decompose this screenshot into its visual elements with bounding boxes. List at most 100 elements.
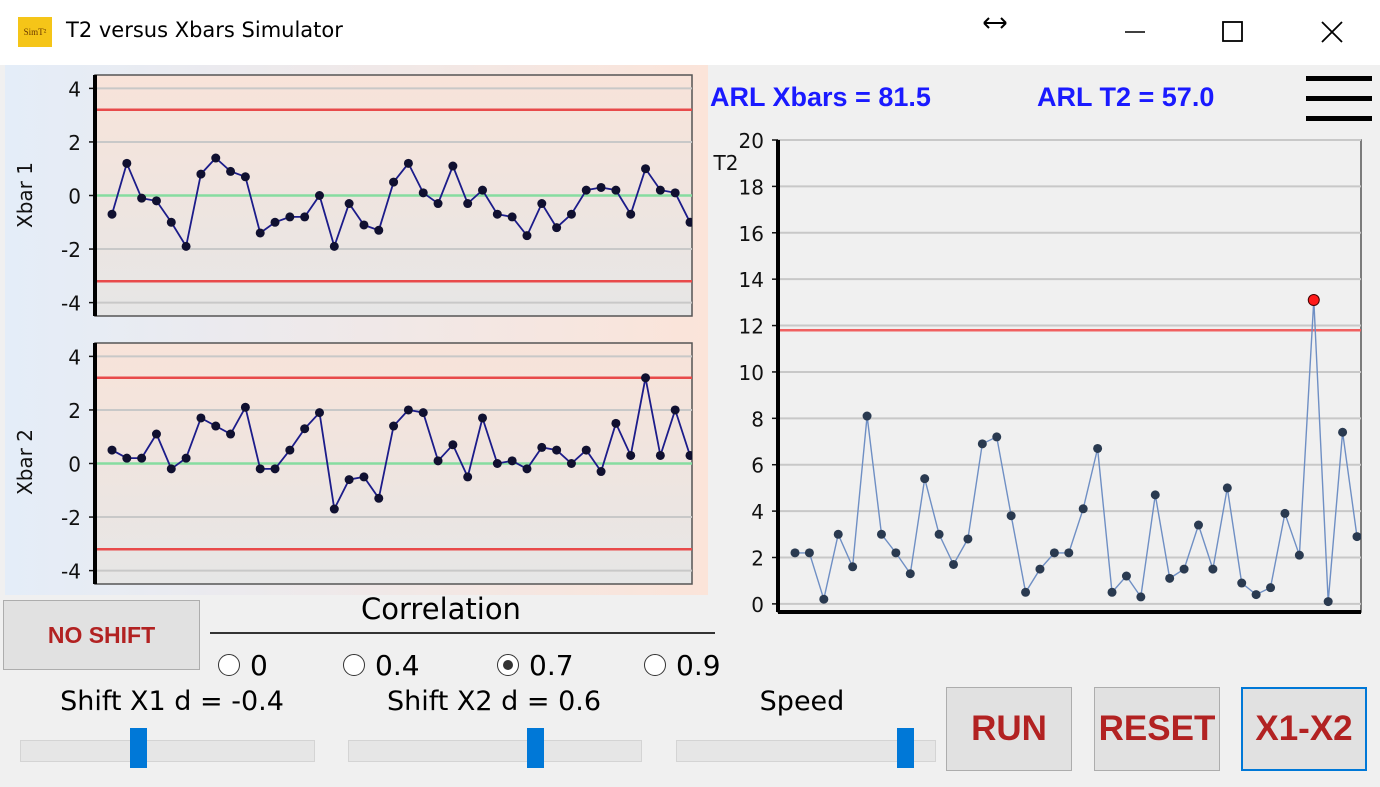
data-point <box>1021 587 1031 597</box>
data-point <box>596 182 606 192</box>
correlation-radio[interactable]: 0.9 <box>644 647 721 683</box>
data-point <box>300 212 310 222</box>
data-point <box>329 241 339 251</box>
data-point <box>566 209 576 219</box>
data-point <box>1338 427 1348 437</box>
run-button[interactable]: RUN <box>946 687 1072 771</box>
radio-dot[interactable] <box>644 654 666 676</box>
data-point <box>790 548 800 558</box>
radio-label: 0.7 <box>529 648 574 682</box>
y-tick-label: 2 <box>68 131 81 155</box>
y-tick-label: 14 <box>739 268 764 292</box>
data-point <box>463 472 473 482</box>
data-point <box>1222 483 1232 493</box>
data-point <box>211 153 221 163</box>
data-point <box>992 432 1002 442</box>
menu-icon[interactable] <box>1306 96 1372 101</box>
correlation-radio[interactable]: 0 <box>218 647 268 683</box>
data-point <box>403 158 413 168</box>
radio-label: 0.9 <box>676 648 721 682</box>
data-point <box>1294 550 1304 560</box>
data-point <box>1078 504 1088 514</box>
data-point <box>685 217 692 227</box>
data-point <box>270 464 280 474</box>
plot-area <box>777 139 1362 613</box>
data-point <box>389 421 399 431</box>
radio-dot[interactable] <box>343 654 365 676</box>
maximize-button[interactable] <box>1220 20 1246 44</box>
y-axis-label: Xbar 2 <box>13 429 37 495</box>
radio-dot[interactable] <box>218 654 240 676</box>
data-point <box>1121 571 1131 581</box>
data-point <box>344 475 354 485</box>
data-point <box>596 467 606 477</box>
minimize-button[interactable] <box>1115 20 1145 44</box>
slider-track[interactable] <box>20 740 315 762</box>
data-point <box>1049 548 1059 558</box>
data-point <box>611 418 621 428</box>
y-tick-label: 4 <box>68 345 81 369</box>
data-point <box>403 405 413 415</box>
close-button[interactable] <box>1318 18 1346 46</box>
shift-x1-label: Shift X1 d = -0.4 <box>60 686 284 717</box>
data-point <box>626 450 636 460</box>
data-point <box>581 185 591 195</box>
data-point <box>433 199 443 209</box>
data-point <box>1193 520 1203 530</box>
y-tick-label: 0 <box>68 453 81 477</box>
app-icon: SimT² <box>18 17 52 47</box>
separator <box>210 632 715 634</box>
data-point <box>507 456 517 466</box>
data-point <box>1006 511 1016 521</box>
data-point <box>359 220 369 230</box>
arl-xbars: ARL Xbars = 81.5 <box>710 82 931 112</box>
slider-track[interactable] <box>348 740 642 762</box>
data-point <box>876 529 886 539</box>
data-point <box>1208 564 1218 574</box>
data-point <box>226 429 236 439</box>
radio-dot[interactable] <box>497 654 519 676</box>
data-point <box>374 493 384 503</box>
data-point <box>389 177 399 187</box>
data-point <box>655 185 665 195</box>
data-point <box>448 440 458 450</box>
resize-icon[interactable] <box>980 12 1010 34</box>
data-point <box>418 188 428 198</box>
data-point <box>611 185 621 195</box>
menu-icon[interactable] <box>1306 116 1372 121</box>
data-point <box>848 562 858 572</box>
data-point <box>463 199 473 209</box>
series-line <box>795 299 1358 602</box>
correlation-radio[interactable]: 0.4 <box>343 647 420 683</box>
series <box>107 153 692 251</box>
data-point <box>166 217 176 227</box>
y-tick-label: 8 <box>751 407 764 431</box>
no-shift-button[interactable]: NO SHIFT <box>3 600 200 670</box>
slider-thumb[interactable] <box>527 728 544 768</box>
y-tick-label: -4 <box>61 292 81 316</box>
data-point <box>151 429 161 439</box>
data-point <box>1266 583 1276 593</box>
y-tick-label: 4 <box>751 500 764 524</box>
data-point <box>537 442 547 452</box>
reset-button[interactable]: RESET <box>1094 687 1220 771</box>
slider-track[interactable] <box>676 740 936 762</box>
slider-thumb[interactable] <box>897 728 914 768</box>
data-point <box>934 529 944 539</box>
data-point <box>196 413 206 423</box>
y-tick-label: -2 <box>61 506 81 530</box>
data-point <box>537 199 547 209</box>
data-point <box>211 421 221 431</box>
data-point <box>285 445 295 455</box>
data-point <box>478 413 488 423</box>
x1-x2-button[interactable]: X1-X2 <box>1241 687 1367 771</box>
slider-thumb[interactable] <box>130 728 147 768</box>
y-axis-label: Xbar 1 <box>13 162 37 228</box>
data-point <box>181 241 191 251</box>
data-point <box>196 169 206 179</box>
correlation-radio[interactable]: 0.7 <box>497 647 574 683</box>
y-tick-label: 0 <box>751 593 764 617</box>
menu-icon[interactable] <box>1306 76 1372 81</box>
data-point <box>1323 597 1333 607</box>
data-point <box>492 209 502 219</box>
